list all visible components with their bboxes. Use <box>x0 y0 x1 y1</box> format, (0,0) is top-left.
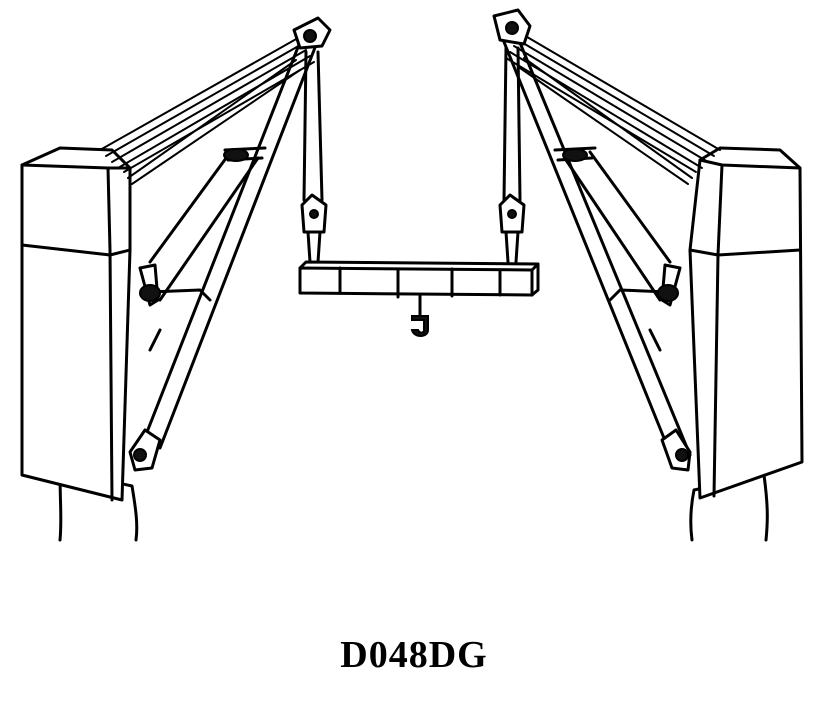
figure-caption: D048DG <box>340 634 488 676</box>
spreader-beam-hook <box>410 315 429 337</box>
right-crane-boom-joint <box>562 148 588 162</box>
right-hoist-line-b <box>516 46 522 202</box>
right-crane-house <box>688 146 804 500</box>
left-crane-house-corner <box>106 166 114 502</box>
right-hoist-line-a <box>502 46 508 202</box>
left-crane <box>20 16 332 542</box>
left-crane-boom-joint <box>223 148 249 162</box>
right-crane-house-band <box>688 248 802 257</box>
right-crane-pendant-ropes <box>505 33 721 185</box>
left-crane-boom <box>136 40 318 457</box>
left-crane-house-band <box>20 243 132 257</box>
left-crane-boom-foot <box>128 428 162 472</box>
left-crane-house <box>20 146 132 502</box>
left-crane-pendant-ropes <box>99 37 315 185</box>
right-crane <box>492 8 804 542</box>
left-hoist-line-a <box>302 50 308 202</box>
spreader-beam <box>298 260 540 337</box>
right-crane-boom <box>502 36 692 457</box>
left-hoist-line-b <box>316 50 324 202</box>
